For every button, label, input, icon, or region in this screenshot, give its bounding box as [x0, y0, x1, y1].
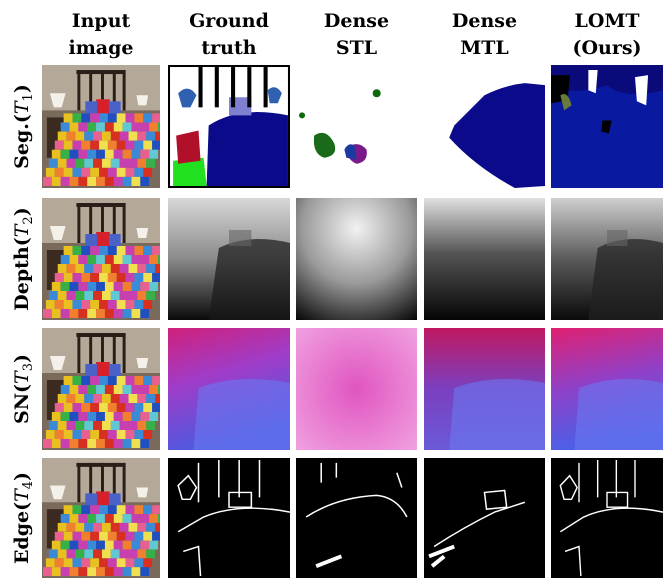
- row-label-part: 3: [21, 363, 36, 371]
- row-label-part: Seg.: [11, 123, 33, 169]
- paren: (: [11, 237, 33, 246]
- paren: (: [11, 384, 33, 393]
- row-label-part: 2: [21, 216, 36, 224]
- figure: Input image Ground truth Dense STL Dense MTL LOM…: [0, 0, 663, 578]
- paren: (: [11, 502, 33, 511]
- result-image: [168, 328, 290, 450]
- result-image: [168, 65, 290, 188]
- result-image: [42, 65, 170, 188]
- result-image: [424, 198, 545, 320]
- column-header: Dense: [324, 10, 389, 32]
- paren: ): [11, 472, 33, 481]
- row-label: Edge(T4): [11, 472, 36, 564]
- column-header: Ground: [189, 10, 269, 32]
- paren: ): [11, 84, 33, 93]
- row-label: Depth(T2): [11, 207, 36, 310]
- result-image: [551, 65, 663, 188]
- paren: ): [11, 207, 33, 216]
- result-image: [296, 328, 417, 450]
- result-image: [296, 198, 417, 320]
- result-image: [296, 458, 417, 578]
- column-header: Input: [72, 10, 131, 32]
- row-label: SN(T3): [11, 354, 36, 424]
- row-label-part: Depth: [11, 246, 33, 311]
- result-image: [168, 458, 290, 578]
- column-header: (Ours): [572, 37, 641, 59]
- result-image: [42, 458, 170, 578]
- column-header: image: [68, 37, 133, 59]
- column-header: MTL: [460, 37, 509, 59]
- result-image: [424, 65, 545, 188]
- column-header: Dense: [452, 10, 517, 32]
- result-image: [296, 65, 417, 188]
- result-image: [424, 458, 545, 578]
- row-label-part: SN: [11, 393, 33, 424]
- row-label-part: Edge: [11, 511, 33, 564]
- result-image: [168, 198, 290, 320]
- result-image: [42, 328, 170, 450]
- result-image: [42, 198, 170, 320]
- result-image: [551, 198, 663, 320]
- row-label-part: 1: [21, 93, 36, 101]
- row-label: Seg.(T1): [11, 84, 36, 169]
- result-image: [551, 328, 663, 450]
- result-image: [424, 328, 545, 450]
- column-header: STL: [336, 37, 377, 59]
- column-header: truth: [201, 37, 256, 59]
- paren: ): [11, 354, 33, 363]
- result-image: [551, 458, 663, 578]
- column-header: LOMT: [574, 10, 639, 32]
- paren: (: [11, 114, 33, 123]
- row-label-part: 4: [21, 481, 36, 489]
